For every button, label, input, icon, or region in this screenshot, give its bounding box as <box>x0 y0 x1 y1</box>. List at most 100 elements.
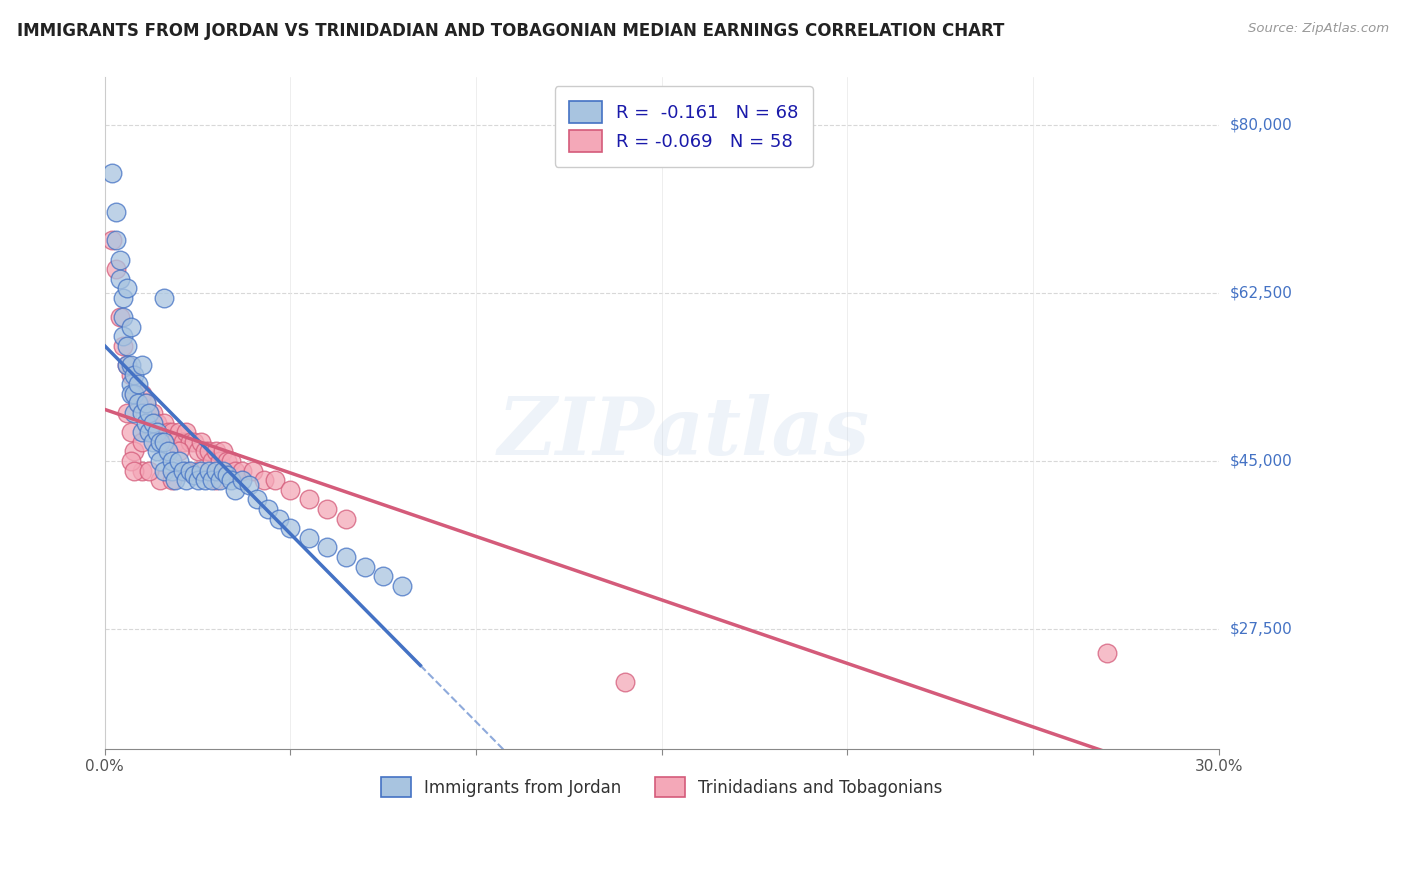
Point <box>205 464 228 478</box>
Point <box>217 468 239 483</box>
Point <box>112 329 135 343</box>
Point <box>353 559 375 574</box>
Point <box>167 454 190 468</box>
Point <box>108 310 131 325</box>
Point <box>124 387 146 401</box>
Point <box>131 464 153 478</box>
Point <box>176 464 198 478</box>
Point <box>278 483 301 497</box>
Point <box>186 444 208 458</box>
Point <box>131 425 153 440</box>
Point <box>194 473 217 487</box>
Point <box>153 434 176 449</box>
Point <box>138 464 160 478</box>
Point <box>190 464 212 478</box>
Point <box>269 511 291 525</box>
Point <box>134 396 156 410</box>
Point <box>160 473 183 487</box>
Text: ZIPatlas: ZIPatlas <box>498 394 870 472</box>
Point <box>142 416 165 430</box>
Point <box>165 473 187 487</box>
Point <box>108 252 131 267</box>
Point <box>153 416 176 430</box>
Point <box>231 473 253 487</box>
Point <box>142 434 165 449</box>
Point <box>138 425 160 440</box>
Point <box>217 454 239 468</box>
Point <box>160 464 183 478</box>
Point <box>120 377 142 392</box>
Point <box>127 377 149 392</box>
Point <box>124 464 146 478</box>
Point <box>208 473 231 487</box>
Point <box>298 492 321 507</box>
Point <box>183 468 205 483</box>
Legend: Immigrants from Jordan, Trinidadians and Tobagonians: Immigrants from Jordan, Trinidadians and… <box>374 771 949 805</box>
Point <box>120 387 142 401</box>
Point <box>153 291 176 305</box>
Point <box>115 406 138 420</box>
Point <box>138 406 160 420</box>
Point <box>156 444 179 458</box>
Point <box>167 425 190 440</box>
Text: Source: ZipAtlas.com: Source: ZipAtlas.com <box>1249 22 1389 36</box>
Point <box>253 473 276 487</box>
Point <box>613 674 636 689</box>
Point <box>219 473 242 487</box>
Point <box>201 473 224 487</box>
Point <box>172 434 194 449</box>
Point <box>335 549 357 564</box>
Point <box>160 425 183 440</box>
Point <box>131 387 153 401</box>
Point <box>108 272 131 286</box>
Point <box>145 416 167 430</box>
Point <box>138 406 160 420</box>
Point <box>112 291 135 305</box>
Point <box>142 406 165 420</box>
Point <box>149 434 172 449</box>
Point <box>219 454 242 468</box>
Point <box>115 358 138 372</box>
Point <box>278 521 301 535</box>
Point <box>316 502 339 516</box>
Point <box>205 473 228 487</box>
Point <box>120 368 142 382</box>
Point <box>115 281 138 295</box>
Point <box>124 444 146 458</box>
Point <box>112 310 135 325</box>
Point <box>149 473 172 487</box>
Point <box>201 454 224 468</box>
Point <box>167 444 190 458</box>
Point <box>120 454 142 468</box>
Point <box>176 473 198 487</box>
Point <box>115 358 138 372</box>
Point <box>172 464 194 478</box>
Point <box>120 425 142 440</box>
Point <box>186 473 208 487</box>
Point <box>242 464 264 478</box>
Point <box>1095 646 1118 660</box>
Point <box>183 434 205 449</box>
Point <box>179 464 201 478</box>
Point <box>104 234 127 248</box>
Text: $27,500: $27,500 <box>1230 622 1292 636</box>
Point <box>124 368 146 382</box>
Point <box>131 358 153 372</box>
Point <box>231 464 253 478</box>
Point <box>149 425 172 440</box>
Point <box>212 444 235 458</box>
Point <box>131 434 153 449</box>
Point <box>246 492 269 507</box>
Point <box>197 444 219 458</box>
Point <box>238 478 260 492</box>
Point <box>208 454 231 468</box>
Point <box>224 464 246 478</box>
Point <box>115 339 138 353</box>
Point <box>197 464 219 478</box>
Point <box>205 444 228 458</box>
Point <box>156 425 179 440</box>
Point <box>179 434 201 449</box>
Point <box>264 473 287 487</box>
Point <box>134 416 156 430</box>
Point <box>127 396 149 410</box>
